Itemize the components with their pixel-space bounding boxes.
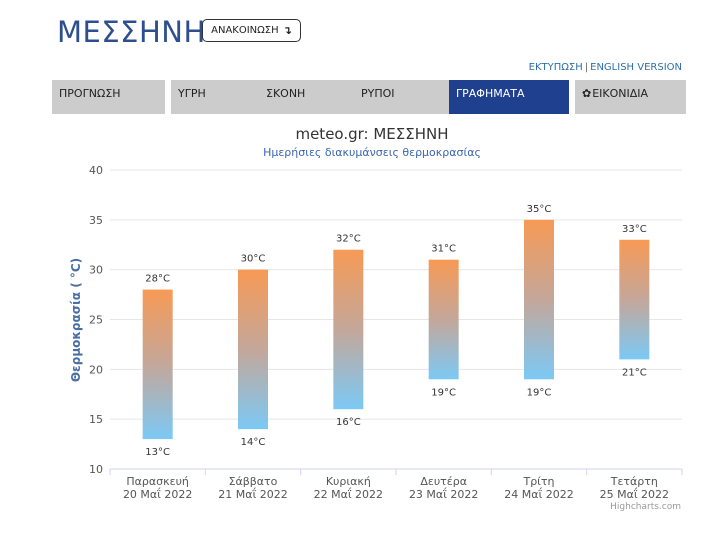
low-temp-label: 13°C: [145, 447, 170, 458]
x-tick-date-label: 25 Μαΐ 2022: [600, 487, 669, 501]
english-version-link[interactable]: ENGLISH VERSION: [590, 62, 682, 73]
y-tick-label: 35: [89, 214, 103, 227]
announcement-button[interactable]: ΑΝΑΚΟΙΝΩΣΗ ↴: [202, 19, 301, 42]
temperature-range-bar[interactable]: [619, 239, 650, 360]
y-axis-ticks: 10 15 20 25 30 35 40: [89, 164, 103, 476]
print-link[interactable]: ΕΚΤΥΠΩΣΗ: [528, 62, 583, 73]
high-temp-label: 32°C: [336, 234, 361, 245]
main-nav: ΠΡΟΓΝΩΣΗ ΥΓΡΗ ΣΚΟΝΗ ΡΥΠΟΙ ΓΡΑΦΗΜΑΤΑ ✿ΕΙΚ…: [52, 80, 686, 114]
link-separator: |: [584, 62, 589, 73]
temperature-range-bar[interactable]: [524, 219, 554, 380]
grid-lines: [110, 169, 682, 470]
x-tick-date-label: 20 Μαΐ 2022: [123, 487, 192, 501]
high-temp-label: 30°C: [241, 254, 266, 265]
tab-charts[interactable]: ΓΡΑΦΗΜΑΤΑ: [449, 80, 569, 114]
highcharts-credit[interactable]: Highcharts.com: [610, 502, 681, 512]
chart-title: meteo.gr: ΜΕΣΣΗΝΗ: [295, 125, 448, 143]
tab-label: ΣΚΟΝΗ: [266, 87, 306, 100]
y-tick-label: 15: [89, 413, 103, 426]
x-tick-date-label: 23 Μαΐ 2022: [409, 487, 478, 501]
x-tick-date-label: 24 Μαΐ 2022: [504, 487, 573, 501]
y-tick-label: 40: [89, 164, 103, 177]
x-tick-day-label: Τρίτη: [522, 475, 554, 488]
x-tick-date-label: 21 Μαΐ 2022: [218, 487, 287, 501]
y-tick-label: 30: [89, 264, 103, 277]
x-tick-date-label: 22 Μαΐ 2022: [314, 487, 383, 501]
low-temp-label: 19°C: [527, 387, 552, 398]
high-temp-label: 35°C: [527, 204, 552, 215]
top-links: ΕΚΤΥΠΩΣΗ | ENGLISH VERSION: [529, 62, 682, 73]
gear-icon: ✿: [582, 87, 592, 100]
tab-icons[interactable]: ✿ΕΙΚΟΝΙΔΙΑ: [575, 80, 686, 114]
low-temp-label: 19°C: [431, 387, 456, 398]
high-temp-label: 31°C: [431, 244, 456, 255]
tab-pollutants[interactable]: ΡΥΠΟΙ: [354, 80, 467, 114]
chart-subtitle: Ημερήσιες διακυμάνσεις θερμοκρασίας: [263, 146, 481, 159]
temperature-range-bar[interactable]: [333, 249, 364, 410]
low-temp-label: 14°C: [241, 437, 266, 448]
low-temp-label: 21°C: [622, 367, 647, 378]
tab-forecast[interactable]: ΠΡΟΓΝΩΣΗ: [52, 80, 165, 114]
tab-label: ΓΡΑΦΗΜΑΤΑ: [456, 87, 525, 100]
tab-label: ΠΡΟΓΝΩΣΗ: [59, 87, 121, 100]
temperature-range-bar[interactable]: [142, 289, 173, 440]
chart-svg: meteo.gr: ΜΕΣΣΗΝΗ Ημερήσιες διακυμάνσεις…: [69, 125, 683, 512]
temperature-range-bar[interactable]: [428, 259, 459, 380]
y-tick-label: 20: [89, 363, 103, 376]
bar-series: 28°C 13°C 30°C 14°C 32°C 16°C 31°C 19°C 35°C 19°C…: [142, 204, 650, 458]
y-axis-label: Θερμοκρασία ( °C): [69, 258, 83, 382]
temperature-chart: meteo.gr: ΜΕΣΣΗΝΗ Ημερήσιες διακυμάνσεις…: [0, 120, 705, 541]
tab-label: ΡΥΠΟΙ: [361, 87, 395, 100]
tab-label: ΥΓΡΗ: [178, 87, 206, 100]
high-temp-label: 33°C: [622, 224, 647, 235]
y-tick-label: 10: [89, 463, 103, 476]
x-tick-day-label: Σάββατο: [229, 475, 278, 488]
temperature-range-bar[interactable]: [238, 269, 268, 430]
x-tick-day-label: Δευτέρα: [420, 475, 467, 488]
announcement-label: ΑΝΑΚΟΙΝΩΣΗ: [211, 25, 279, 36]
x-tick-day-label: Κυριακή: [326, 475, 371, 488]
low-temp-label: 16°C: [336, 417, 361, 428]
high-temp-label: 28°C: [145, 274, 170, 285]
x-tick-day-label: Παρασκευή: [126, 475, 189, 488]
tab-label: ΕΙΚΟΝΙΔΙΑ: [592, 87, 649, 100]
y-tick-label: 25: [89, 314, 103, 327]
page-title: ΜΕΣΣΗΝΗ: [57, 15, 206, 49]
x-tick-day-label: Τετάρτη: [610, 475, 658, 488]
tab-dust[interactable]: ΣΚΟΝΗ: [259, 80, 372, 114]
arrow-down-icon: ↴: [282, 24, 292, 37]
